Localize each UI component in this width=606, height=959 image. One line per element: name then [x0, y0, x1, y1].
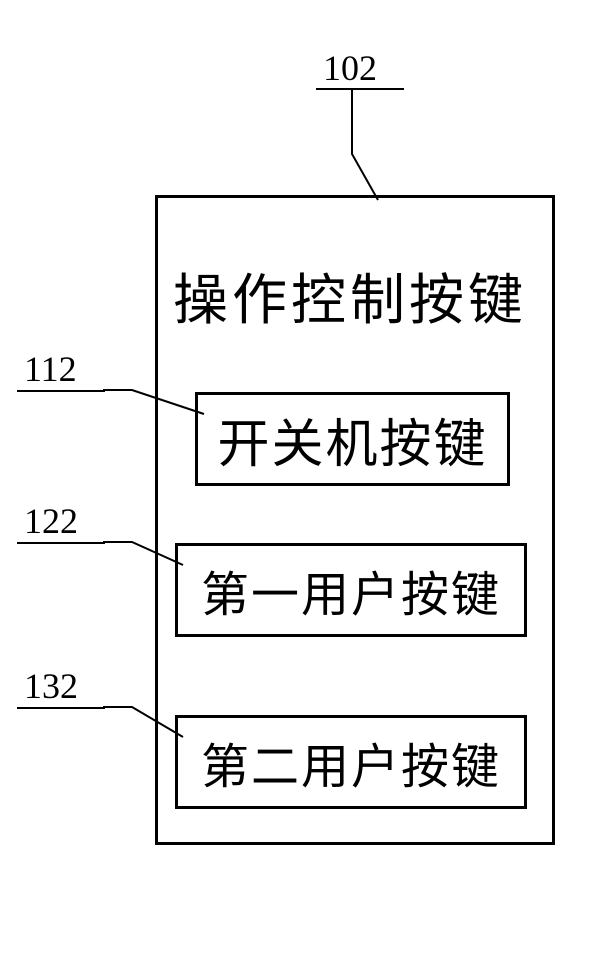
diagram-canvas: 操作控制按键 开关机按键第一用户按键第二用户按键 102 112 122 132: [0, 0, 606, 959]
main-box-ref-underline: [316, 88, 404, 90]
second-user-button-label: 第二用户按键: [201, 727, 501, 797]
second-user-button-ref-underline: [17, 707, 105, 709]
main-box-ref-label: 102: [323, 47, 377, 89]
second-user-button-box: 第二用户按键: [175, 715, 527, 809]
first-user-button-ref-label: 122: [24, 500, 78, 542]
power-button-ref-underline: [17, 390, 105, 392]
power-button-label: 开关机按键: [217, 402, 487, 477]
power-button-box: 开关机按键: [195, 392, 510, 486]
main-title: 操作控制按键: [173, 255, 527, 335]
second-user-button-ref-label: 132: [24, 665, 78, 707]
first-user-button-label: 第一用户按键: [201, 555, 501, 625]
power-button-ref-label: 112: [24, 348, 77, 390]
first-user-button-box: 第一用户按键: [175, 543, 527, 637]
first-user-button-ref-underline: [17, 542, 105, 544]
